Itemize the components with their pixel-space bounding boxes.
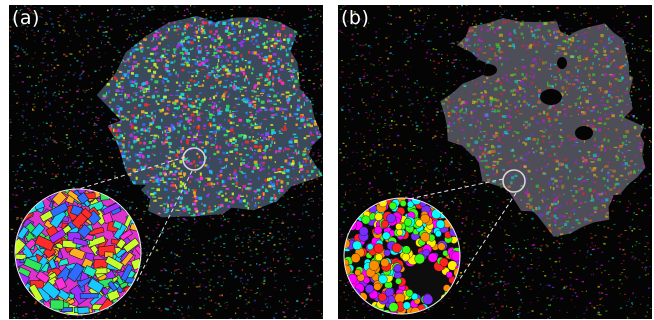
panel-b-graphic [338,5,652,319]
panel-b-image: (b) [338,5,652,319]
zoom-inset [15,189,141,315]
zoom-marker [182,147,206,171]
zoom-inset [344,198,460,314]
zoom-connector [455,192,517,286]
panel-a-label: (a) [12,7,40,29]
zoom-connector [389,178,504,204]
zoom-connector [58,156,186,196]
panel-a-image: (a) [9,5,323,319]
zoom-marker [502,169,526,193]
panel-b-label: (b) [341,7,370,29]
panel-a-graphic [9,5,323,319]
